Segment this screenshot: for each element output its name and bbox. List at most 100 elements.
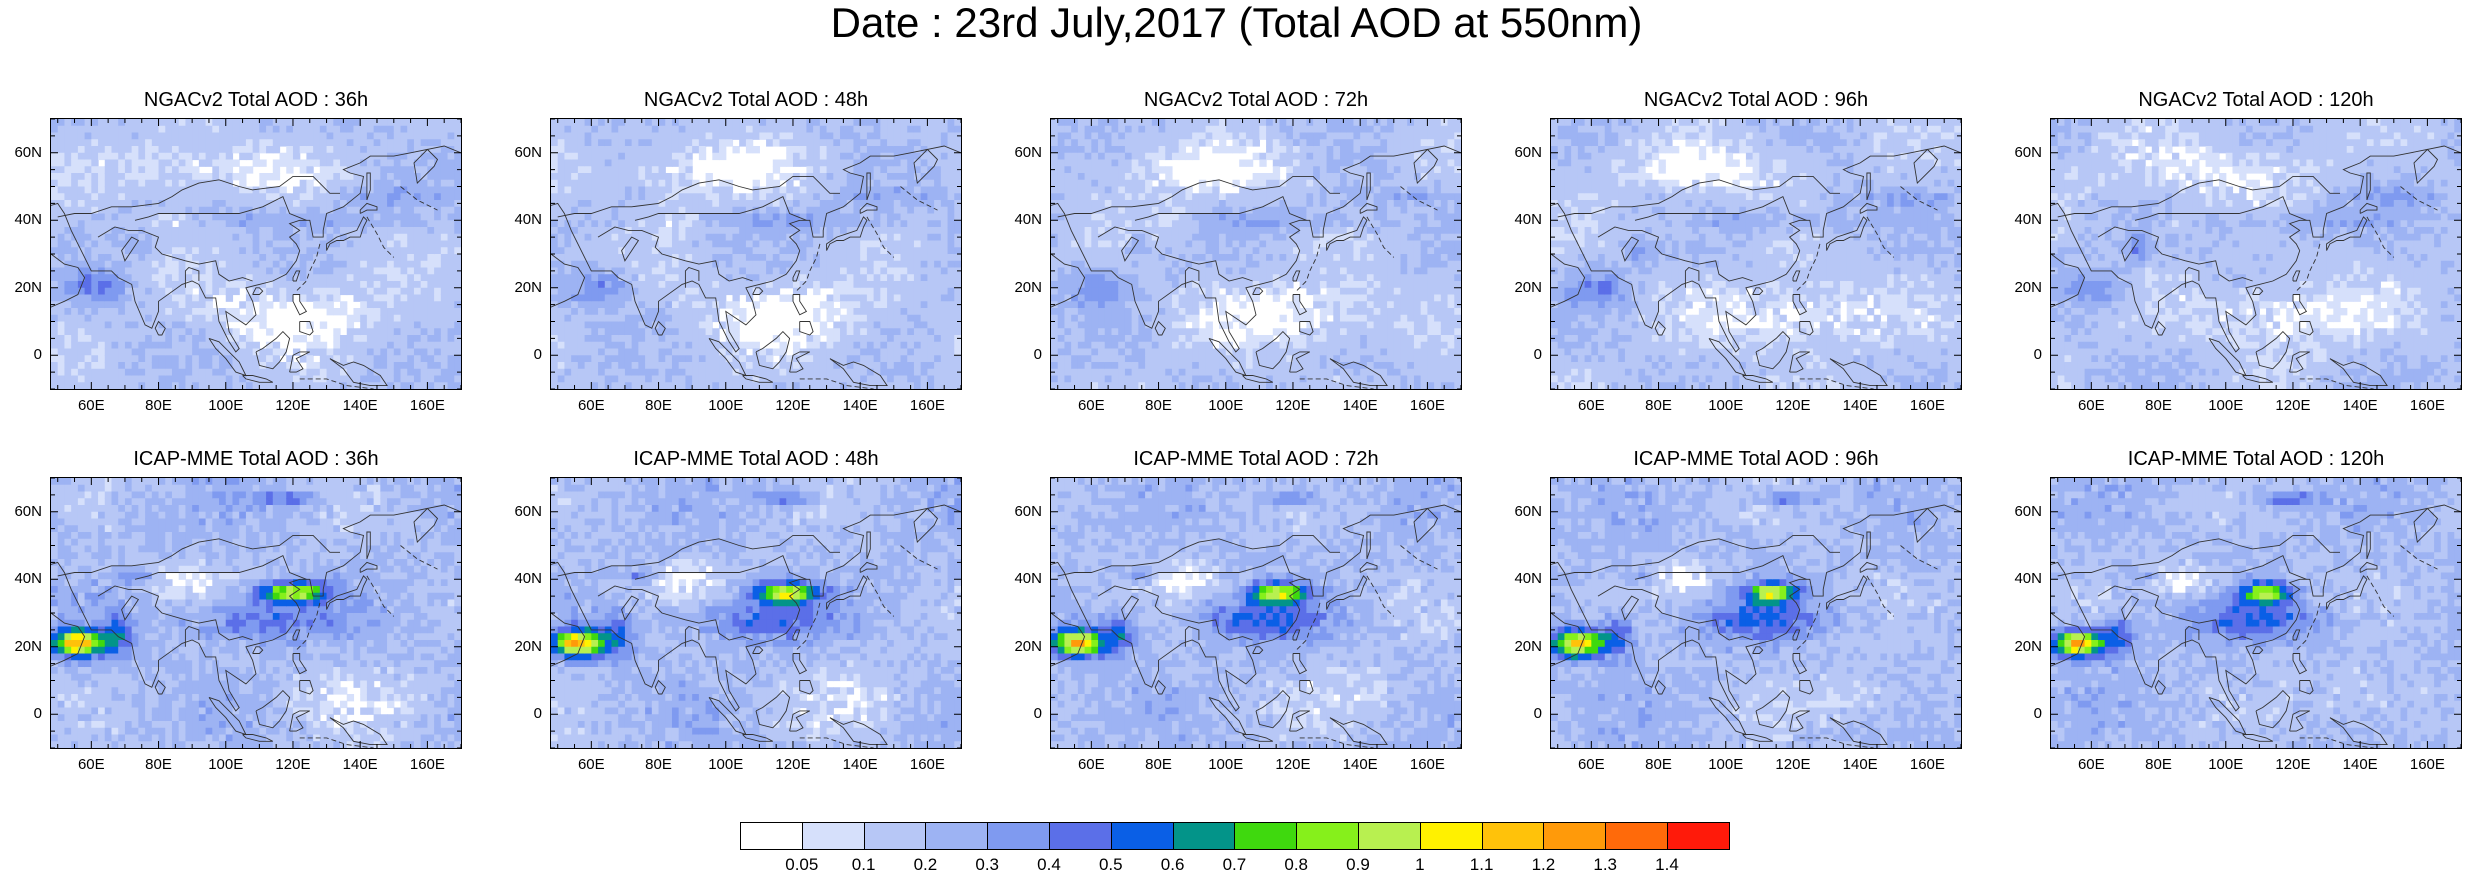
map-frame bbox=[550, 477, 962, 749]
coastlines bbox=[1051, 504, 1461, 748]
lon-tick-label: 120E bbox=[2268, 757, 2318, 773]
lat-tick-label: 0 bbox=[1502, 706, 1542, 722]
axis-ticks bbox=[2051, 119, 2461, 389]
colorbar-swatch bbox=[1110, 822, 1174, 850]
lon-tick-label: 60E bbox=[66, 398, 116, 414]
colorbar-label: 1.1 bbox=[1457, 856, 1507, 874]
lon-tick-label: 160E bbox=[1402, 757, 1452, 773]
lat-tick-label: 40N bbox=[2002, 212, 2042, 228]
lon-tick-label: 100E bbox=[1701, 398, 1751, 414]
lon-tick-label: 80E bbox=[1634, 757, 1684, 773]
panel-title: NGACv2 Total AOD : 48h bbox=[550, 88, 962, 112]
lat-tick-label: 20N bbox=[2, 638, 42, 655]
colorbar-swatch bbox=[987, 822, 1050, 850]
lon-tick-label: 120E bbox=[1268, 757, 1318, 773]
panel-title: NGACv2 Total AOD : 72h bbox=[1050, 88, 1462, 112]
lat-tick-label: 20N bbox=[502, 279, 542, 296]
coastlines bbox=[551, 145, 961, 389]
colorbar-label: 1 bbox=[1395, 856, 1445, 874]
lon-tick-label: 160E bbox=[1902, 398, 1952, 414]
lat-tick-label: 0 bbox=[502, 706, 542, 722]
lon-tick-label: 160E bbox=[1902, 757, 1952, 773]
lat-tick-label: 0 bbox=[1502, 347, 1542, 363]
lon-tick-label: 60E bbox=[66, 757, 116, 773]
lat-tick-label: 60N bbox=[502, 144, 542, 161]
coastlines bbox=[1551, 504, 1961, 748]
lon-tick-label: 120E bbox=[1768, 398, 1818, 414]
lon-tick-label: 100E bbox=[2201, 398, 2251, 414]
lat-tick-label: 40N bbox=[2, 571, 42, 587]
lon-tick-label: 80E bbox=[1634, 398, 1684, 414]
lon-tick-label: 60E bbox=[1066, 398, 1116, 414]
map-frame bbox=[2050, 477, 2462, 749]
lon-tick-label: 80E bbox=[1134, 398, 1184, 414]
coastlines bbox=[551, 504, 961, 748]
panel-title: ICAP-MME Total AOD : 96h bbox=[1550, 447, 1962, 471]
colorbar-label: 0.9 bbox=[1333, 856, 1383, 874]
lat-tick-label: 40N bbox=[1002, 212, 1042, 228]
colorbar-label: 1.4 bbox=[1642, 856, 1692, 874]
colorbar-swatch bbox=[1481, 822, 1545, 850]
lat-tick-label: 20N bbox=[1502, 638, 1542, 655]
lon-tick-label: 80E bbox=[134, 398, 184, 414]
axis-ticks bbox=[1051, 119, 1461, 389]
coastlines bbox=[2051, 145, 2461, 389]
aod-map bbox=[2051, 119, 2461, 389]
colorbar-label: 0.6 bbox=[1148, 856, 1198, 874]
lon-tick-label: 120E bbox=[2268, 398, 2318, 414]
colorbar-label: 0.8 bbox=[1271, 856, 1321, 874]
lat-tick-label: 60N bbox=[1502, 144, 1542, 161]
lat-tick-label: 60N bbox=[1002, 503, 1042, 520]
lat-tick-label: 0 bbox=[2002, 347, 2042, 363]
lat-tick-label: 60N bbox=[1002, 144, 1042, 161]
colorbar-swatch bbox=[1296, 822, 1359, 850]
lat-tick-label: 60N bbox=[502, 503, 542, 520]
axis-ticks bbox=[2051, 478, 2461, 748]
lon-tick-label: 140E bbox=[835, 398, 885, 414]
colorbar-swatch bbox=[801, 822, 865, 850]
aod-field bbox=[2051, 119, 2461, 389]
lon-tick-label: 120E bbox=[268, 398, 318, 414]
map-panel: ICAP-MME Total AOD : 96h 60N 40N 20N 0 60E 80E… bbox=[1500, 447, 1970, 797]
lon-tick-label: 140E bbox=[1335, 398, 1385, 414]
map-panel: ICAP-MME Total AOD : 72h 60N 40N 20N 0 60E 80E… bbox=[1000, 447, 1470, 797]
lon-tick-label: 100E bbox=[2201, 757, 2251, 773]
aod-field bbox=[1051, 119, 1461, 389]
lat-tick-label: 60N bbox=[2002, 503, 2042, 520]
colorbar-swatch bbox=[1667, 822, 1730, 850]
colorbar-label: 0.05 bbox=[777, 856, 827, 874]
lon-tick-label: 80E bbox=[2134, 398, 2184, 414]
map-frame bbox=[1050, 118, 1462, 390]
lat-tick-label: 40N bbox=[1002, 571, 1042, 587]
lon-tick-label: 100E bbox=[201, 757, 251, 773]
lon-tick-label: 140E bbox=[1835, 757, 1885, 773]
map-panel: NGACv2 Total AOD : 120h 60N 40N 20N 0 60E 80E 1… bbox=[2000, 88, 2470, 438]
panel-title: NGACv2 Total AOD : 120h bbox=[2050, 88, 2462, 112]
lon-tick-label: 140E bbox=[2335, 398, 2385, 414]
lon-tick-label: 140E bbox=[835, 757, 885, 773]
axis-ticks bbox=[1551, 119, 1961, 389]
colorbar-label: 1.2 bbox=[1518, 856, 1568, 874]
lat-tick-label: 0 bbox=[1002, 347, 1042, 363]
coastlines bbox=[2051, 504, 2461, 748]
lon-tick-label: 120E bbox=[1268, 398, 1318, 414]
colorbar-label: 0.5 bbox=[1086, 856, 1136, 874]
lon-tick-label: 100E bbox=[701, 757, 751, 773]
colorbar-swatch bbox=[1049, 822, 1112, 850]
lat-tick-label: 40N bbox=[2, 212, 42, 228]
lat-tick-label: 20N bbox=[2002, 279, 2042, 296]
map-panel: ICAP-MME Total AOD : 120h 60N 40N 20N 0 60E 80… bbox=[2000, 447, 2470, 797]
coastlines bbox=[1051, 145, 1461, 389]
lat-tick-label: 20N bbox=[1002, 638, 1042, 655]
aod-field bbox=[2051, 478, 2461, 748]
map-panel: NGACv2 Total AOD : 96h 60N 40N 20N 0 60E 80E 10… bbox=[1500, 88, 1970, 438]
axis-ticks bbox=[551, 478, 961, 748]
lon-tick-label: 160E bbox=[402, 398, 452, 414]
aod-map bbox=[1551, 478, 1961, 748]
panel-title: ICAP-MME Total AOD : 120h bbox=[2050, 447, 2462, 471]
map-panel: NGACv2 Total AOD : 72h 60N 40N 20N 0 60E 80E 10… bbox=[1000, 88, 1470, 438]
lon-tick-label: 100E bbox=[1201, 757, 1251, 773]
map-frame bbox=[50, 477, 462, 749]
aod-field bbox=[551, 119, 961, 389]
lon-tick-label: 120E bbox=[268, 757, 318, 773]
